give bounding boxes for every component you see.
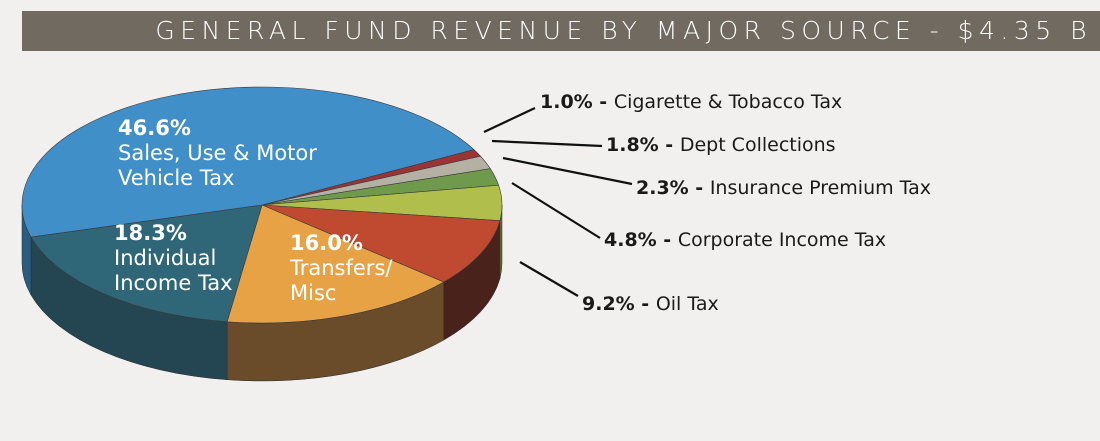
slice-name: Misc	[290, 281, 336, 305]
pie-top	[21, 86, 503, 324]
slice-pct: 1.8% -	[606, 134, 680, 156]
slice-name: Transfers/	[289, 256, 393, 280]
slice-label-7: 46.6% Sales, Use & Motor Vehicle Tax	[118, 116, 317, 190]
slice-name: Individual	[114, 246, 216, 270]
slice-label-3: 4.8% - Corporate Income Tax	[604, 229, 886, 251]
pie-slice-7	[21, 86, 475, 238]
leader-line-3	[511, 182, 601, 239]
slice-name: Cigarette & Tobacco Tax	[614, 91, 842, 113]
slice-name: Oil Tax	[656, 293, 719, 315]
pie-slice-5	[226, 204, 445, 324]
slice-name: Insurance Premium Tax	[710, 177, 931, 199]
leader-line-0	[483, 107, 536, 133]
slice-pct: 2.3% -	[636, 177, 710, 199]
pie-slice-4	[261, 204, 501, 283]
slice-name: Dept Collections	[680, 134, 836, 156]
slice-name: Corporate Income Tax	[678, 229, 886, 251]
slice-pct: 18.3%	[114, 221, 187, 245]
slice-pct: 4.8% -	[604, 229, 678, 251]
slice-pct: 46.6%	[118, 116, 191, 140]
slice-name: Sales, Use & Motor	[118, 141, 317, 165]
leader-line-1	[491, 139, 603, 148]
slice-label-1: 1.8% - Dept Collections	[606, 134, 836, 156]
slice-label-4: 9.2% - Oil Tax	[582, 293, 719, 315]
slice-label-2: 2.3% - Insurance Premium Tax	[636, 177, 931, 199]
pie-slice-6	[30, 204, 263, 323]
slice-pct: 1.0% -	[540, 91, 614, 113]
slice-label-6: 18.3% Individual Income Tax	[114, 221, 233, 295]
slice-pct: 16.0%	[290, 231, 363, 255]
slice-label-0: 1.0% - Cigarette & Tobacco Tax	[540, 91, 842, 113]
slice-pct: 9.2% -	[582, 293, 656, 315]
leader-line-4	[519, 261, 579, 297]
slice-name: Income Tax	[114, 271, 233, 295]
leader-line-2	[502, 156, 633, 186]
title-bar: GENERAL FUND REVENUE BY MAJOR SOURCE - $…	[22, 11, 1100, 51]
chart-title: GENERAL FUND REVENUE BY MAJOR SOURCE - $…	[155, 16, 1092, 45]
slice-label-5: 16.0% Transfers/Misc	[289, 231, 393, 305]
slice-name: Vehicle Tax	[118, 166, 234, 190]
